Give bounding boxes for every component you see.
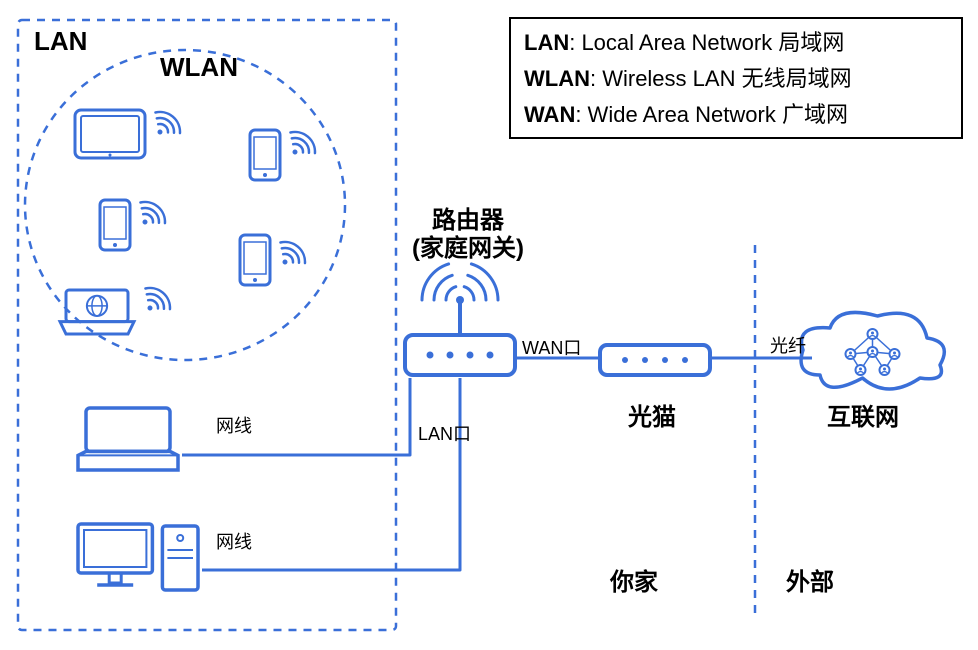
- wifi-icon: [271, 236, 310, 274]
- phone-icon-3: [240, 235, 270, 285]
- modem-icon: [600, 345, 710, 375]
- home-label: 你家: [609, 568, 658, 596]
- wlan-ellipse: [25, 50, 345, 360]
- legend-line-1: WLAN: Wireless LAN 无线局域网: [524, 66, 852, 91]
- router-icon: [405, 264, 515, 375]
- modem-label: 光猫: [627, 404, 676, 431]
- lan-title: LAN: [34, 26, 87, 56]
- outside-label: 外部: [786, 568, 834, 596]
- wan-port-label: WAN口: [522, 338, 581, 358]
- phone-icon-1: [100, 200, 130, 250]
- phone-icon-2: [250, 130, 280, 180]
- wlan-title: WLAN: [160, 52, 238, 82]
- wire-label-2: 网线: [216, 532, 252, 552]
- internet-label: 互联网: [827, 404, 899, 431]
- legend-line-2: WAN: Wide Area Network 广域网: [524, 102, 848, 127]
- laptop-icon: [78, 408, 178, 470]
- laptop-wlan-icon: [60, 290, 134, 334]
- lan-box: [18, 20, 396, 630]
- desktop-icon: [78, 524, 198, 590]
- fiber-label: 光纤: [770, 336, 806, 356]
- cloud-icon: [801, 312, 944, 389]
- wifi-icon: [146, 106, 185, 144]
- network-diagram: LAN WLAN LAN: Local Area Network 局域网 WLAN: …: [0, 0, 978, 645]
- router-label-2: (家庭网关): [412, 234, 524, 262]
- wifi-icon: [131, 196, 170, 234]
- legend-line-0: LAN: Local Area Network 局域网: [524, 30, 844, 55]
- wire-label-1: 网线: [216, 416, 252, 436]
- tablet-icon: [75, 110, 145, 158]
- lan-port-label: LAN口: [418, 424, 471, 444]
- router-label-1: 路由器: [432, 206, 505, 234]
- wifi-icon: [136, 282, 175, 320]
- wifi-icon: [281, 126, 320, 164]
